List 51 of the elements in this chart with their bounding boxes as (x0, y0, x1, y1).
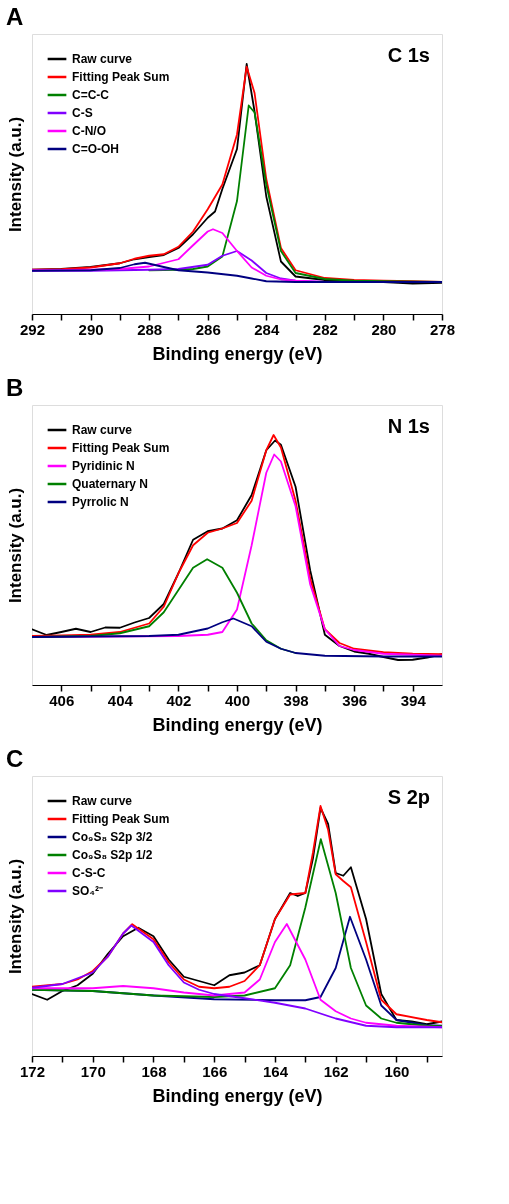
annotation: C 1s (387, 44, 430, 66)
x-tick-label: 162 (323, 1062, 349, 1080)
chart-title: B (6, 374, 24, 401)
x-axis-title: Binding energy (eV) (152, 1085, 323, 1106)
legend-label: Raw curve (72, 423, 133, 437)
legend-label: C=O-OH (72, 142, 120, 156)
x-axis-title: Binding energy (eV) (152, 714, 323, 735)
x-tick-label: 286 (195, 320, 221, 338)
legend-label: SO₄²⁻ (72, 884, 104, 898)
x-tick-label: 400 (224, 691, 251, 709)
x-tick-label: 170 (80, 1062, 106, 1080)
annotation: S 2p (387, 786, 430, 808)
legend-label: Fitting Peak Sum (72, 70, 170, 84)
annotation: N 1s (387, 415, 430, 437)
legend-label: Fitting Peak Sum (72, 441, 170, 455)
x-tick-label: 404 (107, 691, 134, 709)
x-tick-label: 406 (49, 691, 75, 709)
x-tick-label: 398 (283, 691, 309, 709)
x-tick-label: 288 (137, 320, 163, 338)
y-axis-title: Intensity (a.u.) (5, 116, 25, 233)
x-tick-label: 280 (371, 320, 397, 338)
legend-label: Fitting Peak Sum (72, 812, 170, 826)
x-tick-label: 282 (312, 320, 338, 338)
x-tick-label: 168 (141, 1062, 167, 1080)
x-tick-label: 292 (19, 320, 46, 338)
x-tick-label: 172 (19, 1062, 46, 1080)
legend-label: C-S-C (72, 866, 106, 880)
legend-label: C-S (72, 106, 93, 120)
legend-label: C=C-C (72, 88, 110, 102)
x-axis-title: Binding energy (eV) (152, 343, 323, 364)
legend-label: Raw curve (72, 794, 133, 808)
legend-label: Pyridinic N (72, 459, 135, 473)
y-axis-title: Intensity (a.u.) (5, 858, 25, 975)
x-tick-label: 164 (262, 1062, 289, 1080)
x-tick-label: 396 (342, 691, 368, 709)
legend-label: C-N/O (72, 124, 106, 138)
chart-title: A (6, 3, 24, 30)
legend-label: Quaternary N (72, 477, 149, 491)
x-tick-label: 394 (400, 691, 427, 709)
x-tick-label: 278 (429, 320, 456, 338)
chart-title: C (6, 745, 24, 772)
legend-label: Co₉S₈ S2p 1/2 (72, 848, 153, 862)
legend-label: Co₉S₈ S2p 3/2 (72, 830, 153, 844)
x-tick-label: 160 (384, 1062, 410, 1080)
x-tick-label: 290 (78, 320, 104, 338)
x-tick-label: 402 (166, 691, 192, 709)
x-tick-label: 284 (254, 320, 280, 338)
legend-label: Raw curve (72, 52, 133, 66)
y-axis-title: Intensity (a.u.) (5, 487, 25, 604)
legend-label: Pyrrolic N (72, 495, 129, 509)
x-tick-label: 166 (202, 1062, 228, 1080)
